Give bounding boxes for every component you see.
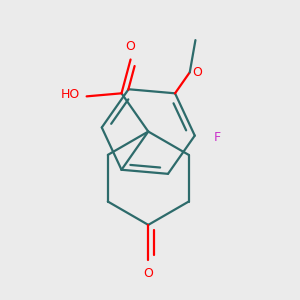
Text: F: F <box>213 131 220 144</box>
Text: HO: HO <box>60 88 80 100</box>
Text: O: O <box>192 66 202 79</box>
Text: O: O <box>143 267 153 280</box>
Text: O: O <box>126 40 136 52</box>
